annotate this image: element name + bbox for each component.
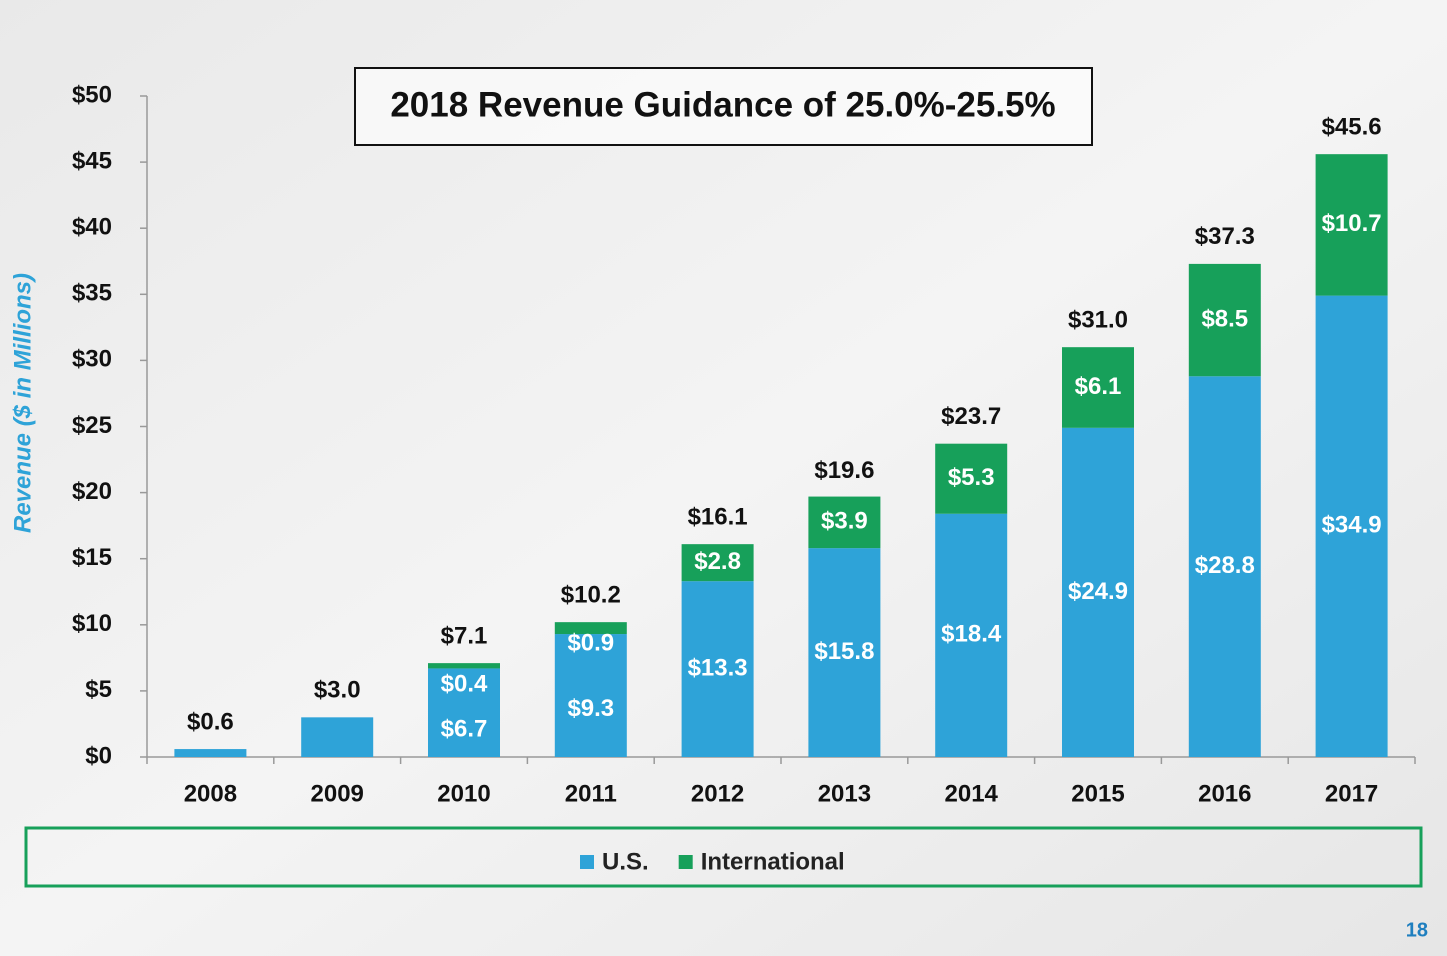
value-label: $0.9 — [567, 629, 614, 656]
total-label: $23.7 — [941, 403, 1001, 430]
value-label: $2.8 — [694, 548, 741, 575]
value-label: $6.1 — [1075, 373, 1122, 400]
bar-segment — [935, 443, 1008, 514]
x-tick-label: 2011 — [565, 780, 617, 807]
y-tick-label: $45 — [72, 147, 112, 174]
bar-segment — [554, 634, 627, 757]
value-label: $0.4 — [441, 670, 488, 697]
legend-box — [24, 826, 1423, 888]
x-tick-label: 2008 — [184, 780, 237, 807]
bar-segment — [1315, 295, 1388, 757]
value-label: $6.7 — [441, 715, 488, 742]
bar-segment — [554, 622, 627, 635]
x-tick-label: 2009 — [311, 780, 364, 807]
legend-label: U.S. — [602, 848, 649, 875]
legend-label: International — [701, 848, 845, 875]
total-label: $37.3 — [1195, 223, 1255, 250]
value-label: $10.7 — [1322, 210, 1382, 237]
bar-segment — [808, 548, 881, 757]
y-tick-label: $40 — [72, 214, 112, 241]
chart-title: 2018 Revenue Guidance of 25.0%-25.5% — [390, 85, 1055, 124]
bar-segment — [1188, 263, 1261, 377]
value-label: $8.5 — [1201, 305, 1248, 332]
bar-segment — [1062, 427, 1134, 757]
bar-segment — [174, 749, 247, 757]
x-tick-label: 2014 — [945, 780, 999, 807]
total-label: $31.0 — [1068, 307, 1128, 334]
x-tick-label: 2012 — [691, 780, 744, 807]
page-number: 18 — [1406, 919, 1428, 941]
value-label: $28.8 — [1195, 552, 1255, 579]
bar-segment — [1062, 347, 1134, 428]
value-label: $5.3 — [948, 464, 995, 491]
value-label: $18.4 — [941, 621, 1002, 648]
value-label: $3.9 — [821, 508, 868, 535]
total-label: $10.2 — [561, 581, 621, 608]
total-label: $3.0 — [314, 677, 361, 704]
value-label: $15.8 — [814, 638, 874, 665]
y-tick-label: $35 — [72, 280, 112, 307]
bar-segment — [681, 581, 754, 757]
total-label: $19.6 — [814, 457, 874, 484]
y-tick-label: $50 — [72, 81, 112, 108]
legend-swatch — [580, 855, 594, 869]
y-tick-label: $10 — [72, 610, 112, 637]
bar-segment — [428, 663, 500, 669]
bar-segment — [301, 717, 374, 757]
bar-segment — [681, 544, 754, 582]
bar-segment — [808, 496, 881, 549]
x-tick-label: 2015 — [1071, 780, 1124, 807]
bar-segment — [935, 513, 1008, 757]
x-tick-label: 2010 — [437, 780, 490, 807]
total-label: $0.6 — [187, 708, 234, 735]
total-label: $16.1 — [688, 504, 748, 531]
x-tick-label: 2013 — [818, 780, 871, 807]
y-tick-label: $5 — [85, 676, 112, 703]
bar-segment — [1188, 376, 1261, 757]
y-tick-label: $15 — [72, 544, 112, 571]
bar-segment — [1315, 154, 1388, 296]
x-tick-label: 2017 — [1325, 780, 1378, 807]
total-label: $7.1 — [441, 622, 488, 649]
value-label: $13.3 — [688, 654, 748, 681]
y-axis-label: Revenue ($ in Millions) — [9, 273, 36, 533]
value-label: $24.9 — [1068, 578, 1128, 605]
value-label: $34.9 — [1322, 512, 1382, 539]
y-tick-label: $25 — [72, 412, 112, 439]
title-box — [354, 67, 1093, 146]
y-tick-label: $30 — [72, 346, 112, 373]
legend-swatch — [678, 855, 693, 869]
y-tick-label: $0 — [85, 742, 112, 769]
y-tick-label: $20 — [72, 478, 112, 505]
value-label: $9.3 — [567, 695, 614, 722]
x-tick-label: 2016 — [1198, 780, 1251, 807]
bar-segment — [428, 668, 500, 757]
total-label: $45.6 — [1322, 114, 1382, 141]
